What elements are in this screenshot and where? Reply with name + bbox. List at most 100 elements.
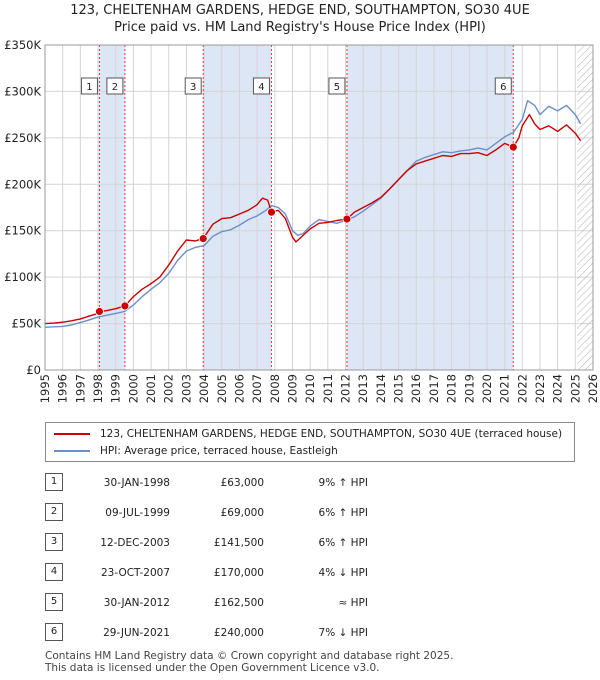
- legend-item-hpi: HPI: Average price, terraced house, East…: [54, 443, 338, 459]
- sale-number-label: 5: [334, 82, 340, 93]
- sale-date: 30-JAN-1998: [103, 477, 170, 489]
- sale-point: [120, 301, 130, 311]
- x-tick-label: 2008: [268, 374, 282, 403]
- x-tick-label: 2001: [144, 374, 158, 403]
- x-tick-label: 1997: [73, 374, 87, 403]
- sale-hpi-delta: 7% ↓ HPI: [318, 627, 368, 639]
- x-tick-label: 2015: [392, 374, 406, 403]
- highlight-span: [203, 45, 272, 370]
- sale-row: 6 29-JUN-2021 £240,000 7% ↓ HPI: [0, 620, 600, 648]
- x-tick-label: 2009: [285, 374, 299, 403]
- x-tick-label: 1999: [109, 374, 123, 403]
- x-tick-label: 2007: [250, 374, 264, 403]
- sale-hpi-delta: 4% ↓ HPI: [318, 567, 368, 579]
- property-price-line: [45, 113, 582, 325]
- legend-item-property: 123, CHELTENHAM GARDENS, HEDGE END, SOUT…: [54, 426, 562, 442]
- sale-hpi-delta: 6% ↑ HPI: [318, 537, 368, 549]
- sale-date: 09-JUL-1999: [105, 507, 170, 519]
- sale-date: 23-OCT-2007: [101, 567, 170, 579]
- title-line-address: 123, CHELTENHAM GARDENS, HEDGE END, SOUT…: [70, 3, 530, 18]
- sale-point: [198, 234, 208, 244]
- hpi-line: [45, 99, 582, 328]
- sale-number-badge: 3: [45, 533, 63, 551]
- title-line-subtitle: Price paid vs. HM Land Registry's House …: [114, 20, 486, 35]
- sale-number-badge: 2: [45, 503, 63, 521]
- x-tick-label: 1995: [38, 374, 52, 403]
- x-tick-label: 2025: [568, 374, 582, 403]
- sale-number-badge: 5: [45, 593, 63, 611]
- y-tick-label: £300K: [4, 84, 41, 98]
- sale-price: £162,500: [213, 597, 264, 609]
- footer-attribution: Contains HM Land Registry data © Crown c…: [45, 650, 453, 674]
- legend-swatch-property: [54, 433, 90, 435]
- x-tick-label: 1996: [56, 374, 70, 403]
- x-tick-label: 2010: [303, 374, 317, 403]
- legend-label-property: 123, CHELTENHAM GARDENS, HEDGE END, SOUT…: [100, 428, 563, 440]
- x-tick-label: 2021: [498, 374, 512, 403]
- x-tick-label: 2016: [409, 374, 423, 403]
- sale-date: 29-JUN-2021: [103, 627, 170, 639]
- sale-number-label: 4: [258, 82, 264, 93]
- x-tick-label: 2002: [162, 374, 176, 403]
- chart-title: 123, CHELTENHAM GARDENS, HEDGE END, SOUT…: [0, 2, 600, 36]
- sale-number-badge: 4: [45, 563, 63, 581]
- y-tick-label: £200K: [4, 177, 41, 191]
- sale-number-box: [252, 77, 270, 95]
- sale-date: 30-JAN-2012: [103, 597, 170, 609]
- y-tick-label: £50K: [12, 317, 42, 331]
- x-tick-label: 1998: [91, 374, 105, 403]
- sale-point: [267, 207, 276, 217]
- sale-number-box: [328, 77, 346, 95]
- y-tick-label: £250K: [4, 131, 41, 145]
- sale-point: [95, 307, 104, 316]
- x-tick-label: 2018: [445, 374, 459, 403]
- x-tick-label: 2017: [427, 374, 441, 403]
- sale-price: £141,500: [213, 537, 264, 549]
- x-tick-label: 2014: [374, 374, 388, 403]
- x-tick-label: 2000: [126, 374, 140, 403]
- forecast-hatch: [577, 45, 593, 370]
- x-tick-label: 2013: [356, 374, 370, 403]
- legend-swatch-hpi: [54, 450, 90, 452]
- y-tick-label: £100K: [4, 270, 41, 284]
- footer-copyright: Contains HM Land Registry data © Crown c…: [45, 650, 454, 662]
- footer-license: This data is licensed under the Open Gov…: [45, 662, 380, 674]
- sale-hpi-delta: 9% ↑ HPI: [318, 477, 368, 489]
- sale-point: [342, 214, 352, 224]
- y-tick-label: £0: [26, 363, 41, 377]
- x-tick-label: 2019: [462, 374, 476, 403]
- legend-label-hpi: HPI: Average price, terraced house, East…: [100, 445, 338, 457]
- x-tick-label: 2026: [586, 374, 600, 403]
- x-tick-label: 2022: [515, 374, 529, 403]
- sale-price: £170,000: [213, 567, 264, 579]
- y-tick-label: £150K: [4, 224, 41, 238]
- sale-point: [508, 142, 518, 152]
- sale-row: 3 12-DEC-2003 £141,500 6% ↑ HPI: [0, 530, 600, 558]
- sale-date: 12-DEC-2003: [100, 537, 170, 549]
- sale-number-box: [80, 77, 98, 95]
- sale-row: 1 30-JAN-1998 £63,000 9% ↑ HPI: [0, 470, 600, 498]
- sale-number-badge: 6: [45, 623, 63, 641]
- x-tick-label: 2003: [179, 374, 193, 403]
- x-tick-label: 2005: [215, 374, 229, 403]
- sale-number-box: [494, 77, 512, 95]
- sale-row: 2 09-JUL-1999 £69,000 6% ↑ HPI: [0, 500, 600, 528]
- sale-number-box: [106, 77, 124, 95]
- x-tick-label: 2024: [551, 374, 565, 403]
- sale-number-label: 1: [86, 82, 92, 93]
- plot-frame: [44, 44, 594, 371]
- x-tick-label: 2023: [533, 374, 547, 403]
- x-tick-label: 2012: [339, 374, 353, 403]
- sale-number-badge: 1: [45, 473, 63, 491]
- sale-price: £63,000: [220, 477, 264, 489]
- sale-hpi-delta: ≈ HPI: [338, 597, 368, 609]
- price-chart: 1 2 3 4 5 6 £0 £50K £100K £150K £200K £250K £300K £3…: [4, 38, 600, 403]
- sale-number-label: 6: [500, 82, 506, 93]
- highlight-span: [346, 45, 514, 370]
- x-tick-label: 2006: [232, 374, 246, 403]
- sale-row: 5 30-JAN-2012 £162,500 ≈ HPI: [0, 590, 600, 618]
- x-tick-label: 2004: [197, 374, 211, 403]
- x-tick-label: 2011: [321, 374, 335, 403]
- sale-hpi-delta: 6% ↑ HPI: [318, 507, 368, 519]
- sale-number-label: 2: [112, 82, 118, 93]
